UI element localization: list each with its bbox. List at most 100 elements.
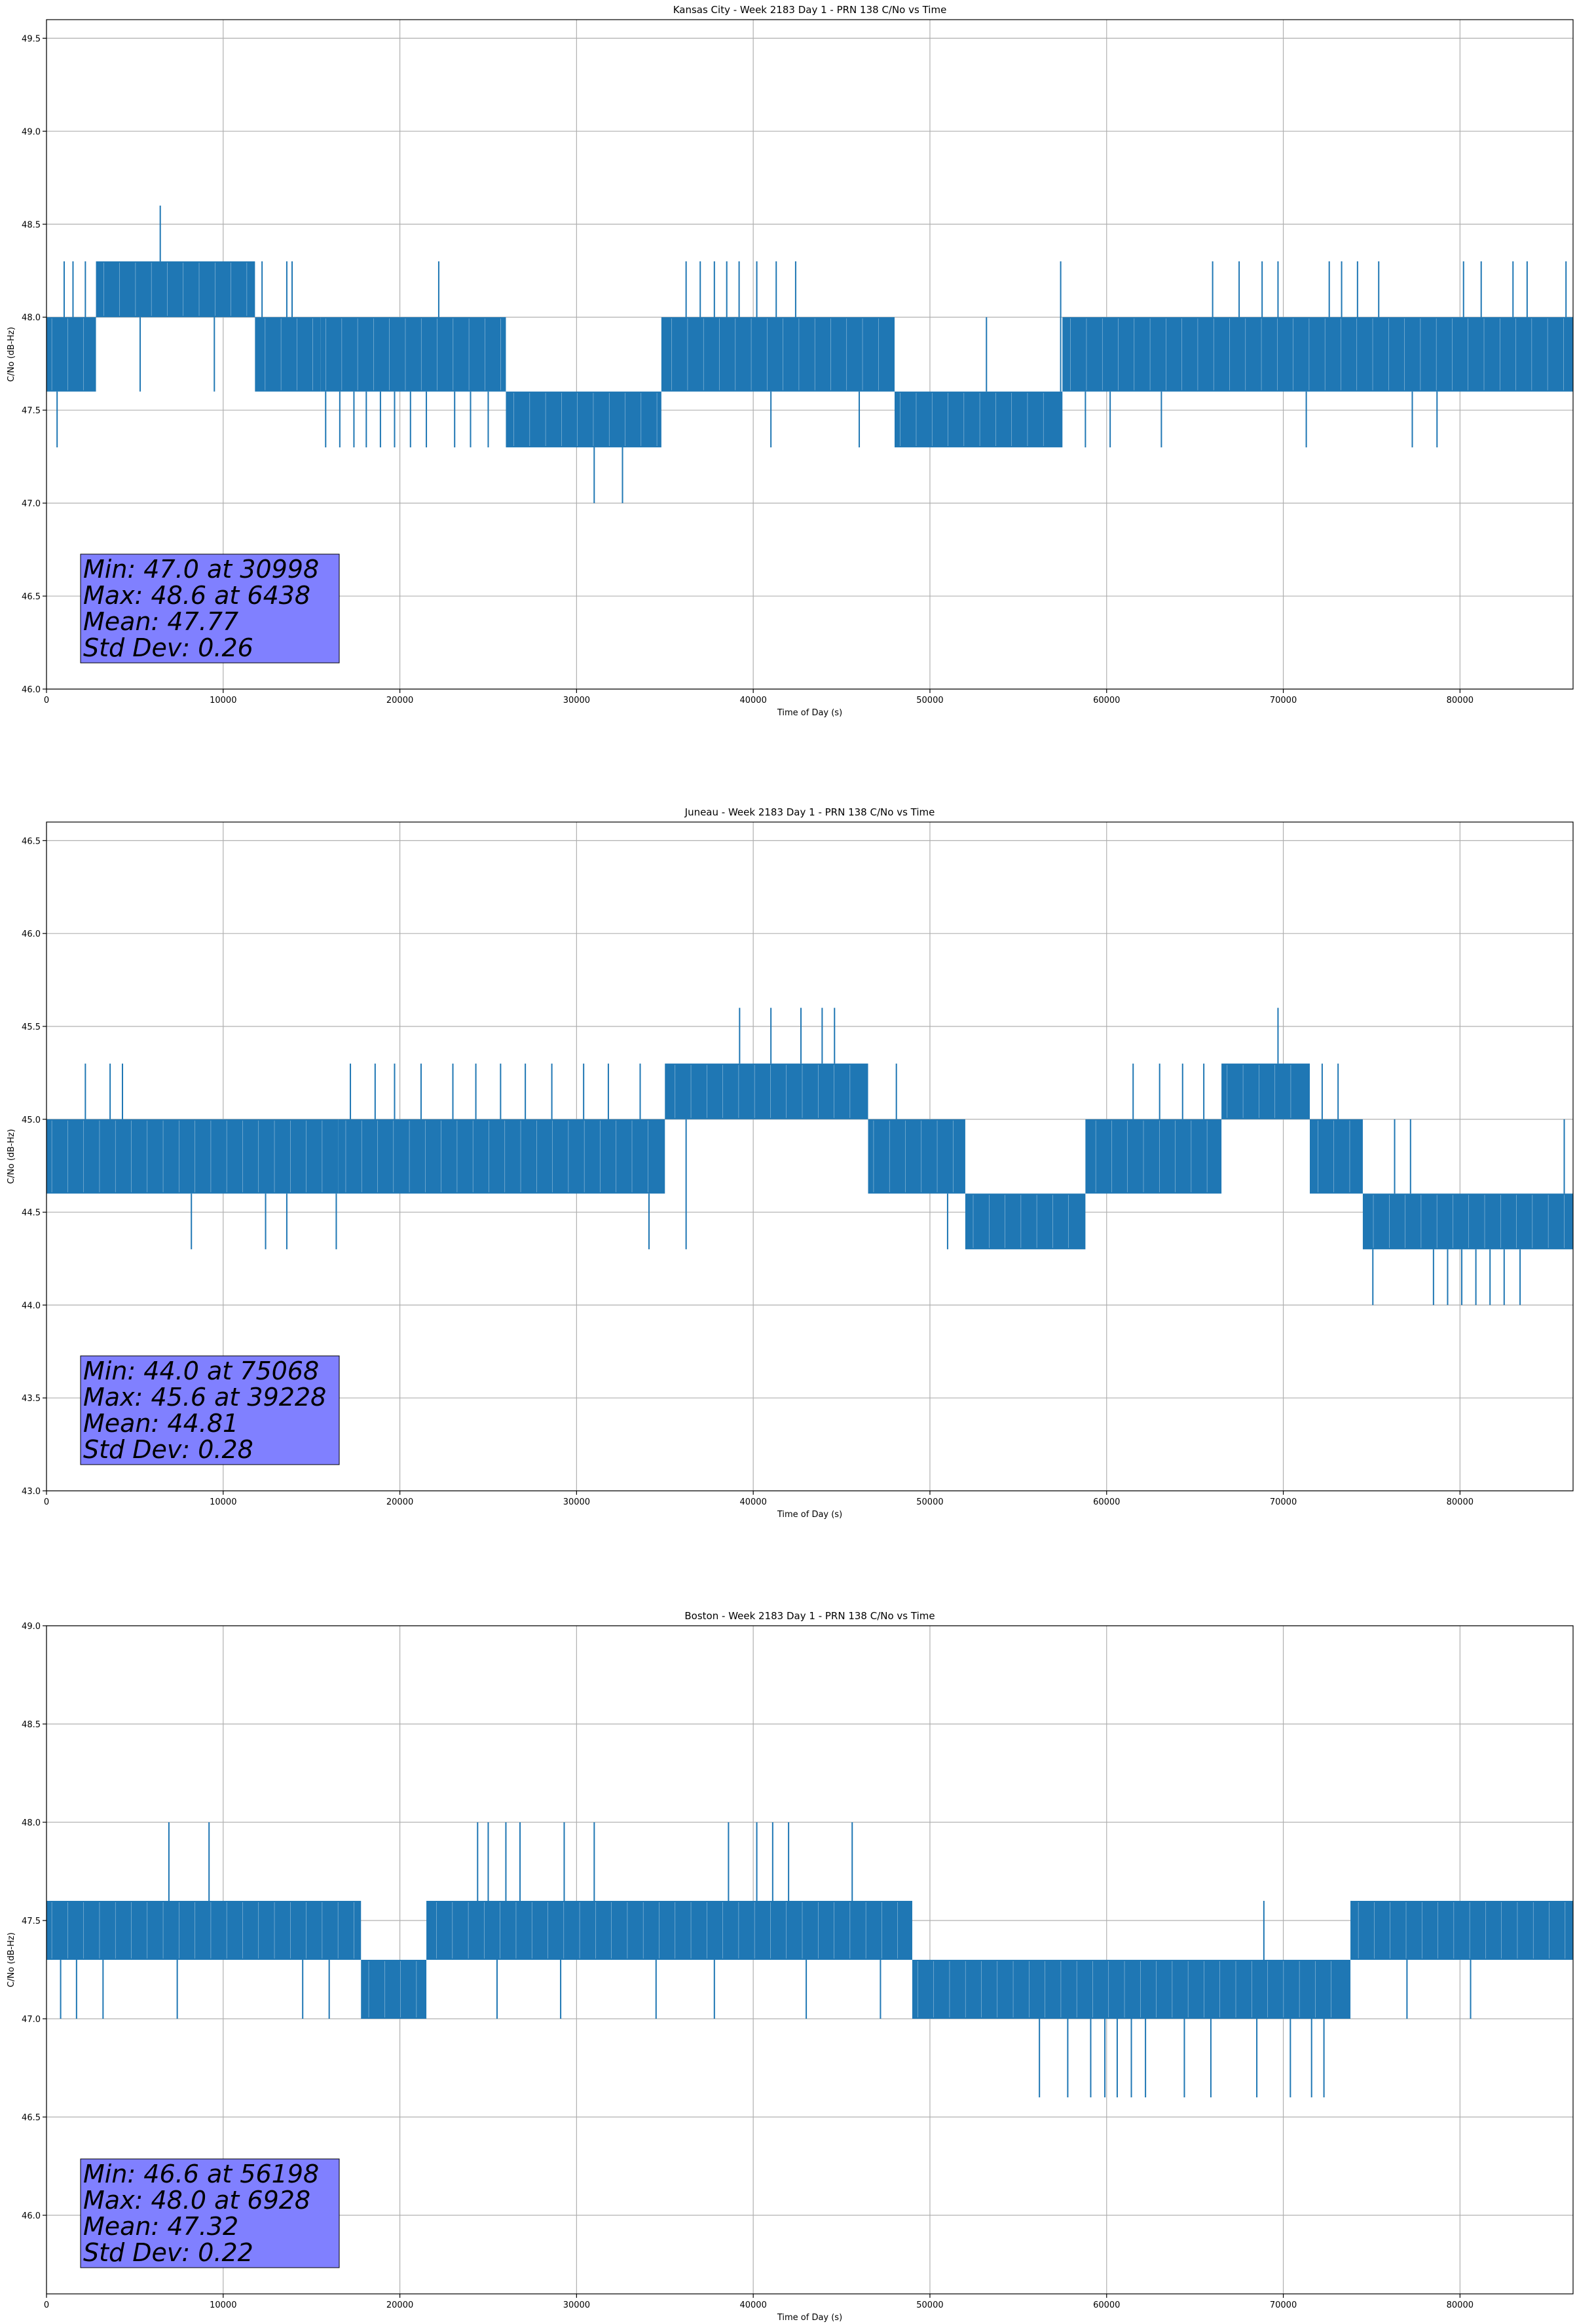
x-tick-label: 30000 <box>563 1497 590 1507</box>
plot-frame <box>46 821 1574 1491</box>
x-tick-label: 50000 <box>916 696 943 705</box>
x-tick-label: 80000 <box>1447 1497 1474 1507</box>
data-series <box>46 1822 1573 2097</box>
stats-mean: Mean: 47.32 <box>83 2212 238 2241</box>
y-tick-label: 48.0 <box>22 313 41 323</box>
stats-box <box>80 1355 340 1465</box>
band-segment <box>361 1960 427 2019</box>
band-segment <box>46 1901 362 1960</box>
x-tick-label: 60000 <box>1093 2300 1120 2310</box>
x-axis-label: Time of Day (s) <box>777 1510 842 1520</box>
band-segment <box>661 317 895 392</box>
stats-max: Max: 48.6 at 6438 <box>83 581 310 610</box>
stats-std: Std Dev: 0.28 <box>83 1435 253 1464</box>
chart-panel-3: Boston - Week 2183 Day 1 - PRN 138 C/No … <box>7 1610 1574 2323</box>
x-tick-label: 80000 <box>1447 2300 1474 2310</box>
x-tick-label: 40000 <box>739 2300 766 2310</box>
plot-frame <box>46 19 1574 690</box>
band-segment <box>426 1901 912 1960</box>
data-series <box>46 205 1573 504</box>
x-tick-label: 60000 <box>1093 1497 1120 1507</box>
y-tick-label: 46.5 <box>22 836 41 846</box>
chart-title: Juneau - Week 2183 Day 1 - PRN 138 C/No … <box>684 806 935 818</box>
x-tick-label: 40000 <box>739 696 766 705</box>
x-tick-label: 50000 <box>916 1497 943 1507</box>
y-tick-label: 46.5 <box>22 592 41 602</box>
y-tick-label: 43.5 <box>22 1394 41 1404</box>
band-segment <box>868 1119 965 1194</box>
band-segment <box>320 317 506 392</box>
x-tick-label: 0 <box>44 1497 49 1507</box>
band-segment <box>965 1193 1086 1250</box>
stats-box <box>80 2158 340 2268</box>
x-tick-label: 50000 <box>916 2300 943 2310</box>
band-segment <box>1310 1119 1363 1194</box>
stats-max: Max: 48.0 at 6928 <box>83 2186 310 2215</box>
stats-mean: Mean: 44.81 <box>83 1409 238 1438</box>
y-tick-label: 49.5 <box>22 34 41 44</box>
y-tick-label: 44.0 <box>22 1301 41 1311</box>
y-tick-label: 48.5 <box>22 1720 41 1730</box>
stats-min: Min: 47.0 at 30998 <box>83 555 319 584</box>
band-segment <box>665 1063 868 1119</box>
band-segment <box>338 1119 665 1194</box>
x-tick-label: 70000 <box>1270 1497 1297 1507</box>
stats-std: Std Dev: 0.26 <box>83 633 253 662</box>
band-segment <box>895 391 1063 447</box>
y-axis-label: C/No (dB-Hz) <box>7 1129 16 1184</box>
band-segment <box>255 317 321 392</box>
band-segment <box>912 1960 1351 2019</box>
y-tick-label: 47.5 <box>22 406 41 416</box>
y-axis-label: C/No (dB-Hz) <box>7 1932 16 1987</box>
stats-std: Std Dev: 0.22 <box>83 2238 253 2267</box>
y-tick-label: 46.0 <box>22 685 41 695</box>
stats-max: Max: 45.6 at 39228 <box>83 1383 326 1412</box>
x-tick-label: 60000 <box>1093 696 1120 705</box>
y-tick-label: 48.0 <box>22 1818 41 1828</box>
x-tick-label: 10000 <box>210 2300 236 2310</box>
y-tick-label: 44.5 <box>22 1209 41 1218</box>
x-tick-label: 70000 <box>1270 2300 1297 2310</box>
y-tick-label: 47.0 <box>22 499 41 509</box>
stats-min: Min: 44.0 at 75068 <box>83 1357 319 1385</box>
stats-min: Min: 46.6 at 56198 <box>83 2160 319 2188</box>
band-segment <box>1062 317 1573 392</box>
x-tick-label: 30000 <box>563 2300 590 2310</box>
x-tick-label: 20000 <box>386 2300 413 2310</box>
plot-frame <box>46 1625 1574 2295</box>
chart-panel-1: Kansas City - Week 2183 Day 1 - PRN 138 … <box>7 4 1574 718</box>
x-axis-label: Time of Day (s) <box>777 2313 842 2323</box>
stats-box <box>80 553 340 664</box>
band-segment <box>1350 1901 1573 1960</box>
y-tick-label: 46.5 <box>22 2113 41 2123</box>
x-tick-label: 20000 <box>386 696 413 705</box>
band-segment <box>1362 1193 1573 1250</box>
band-segment <box>1221 1063 1310 1119</box>
y-tick-label: 46.0 <box>22 929 41 939</box>
y-tick-label: 45.5 <box>22 1022 41 1032</box>
band-segment <box>506 391 661 447</box>
y-tick-label: 49.0 <box>22 127 41 137</box>
band-segment <box>46 317 96 392</box>
y-tick-label: 46.0 <box>22 2211 41 2221</box>
stats-mean: Mean: 47.77 <box>83 607 238 636</box>
band-segment <box>46 1119 339 1194</box>
y-tick-label: 43.0 <box>22 1487 41 1497</box>
x-tick-label: 80000 <box>1447 696 1474 705</box>
y-tick-label: 47.5 <box>22 1917 41 1926</box>
chart-title: Boston - Week 2183 Day 1 - PRN 138 C/No … <box>684 1610 935 1622</box>
y-axis-label: C/No (dB-Hz) <box>7 327 16 382</box>
x-tick-label: 70000 <box>1270 696 1297 705</box>
x-tick-label: 10000 <box>210 1497 236 1507</box>
x-tick-label: 20000 <box>386 1497 413 1507</box>
x-axis-label: Time of Day (s) <box>777 708 842 718</box>
x-tick-label: 10000 <box>210 696 236 705</box>
chart-title: Kansas City - Week 2183 Day 1 - PRN 138 … <box>673 4 947 16</box>
x-tick-label: 0 <box>44 2300 49 2310</box>
y-tick-label: 45.0 <box>22 1115 41 1125</box>
y-tick-label: 48.5 <box>22 220 41 230</box>
